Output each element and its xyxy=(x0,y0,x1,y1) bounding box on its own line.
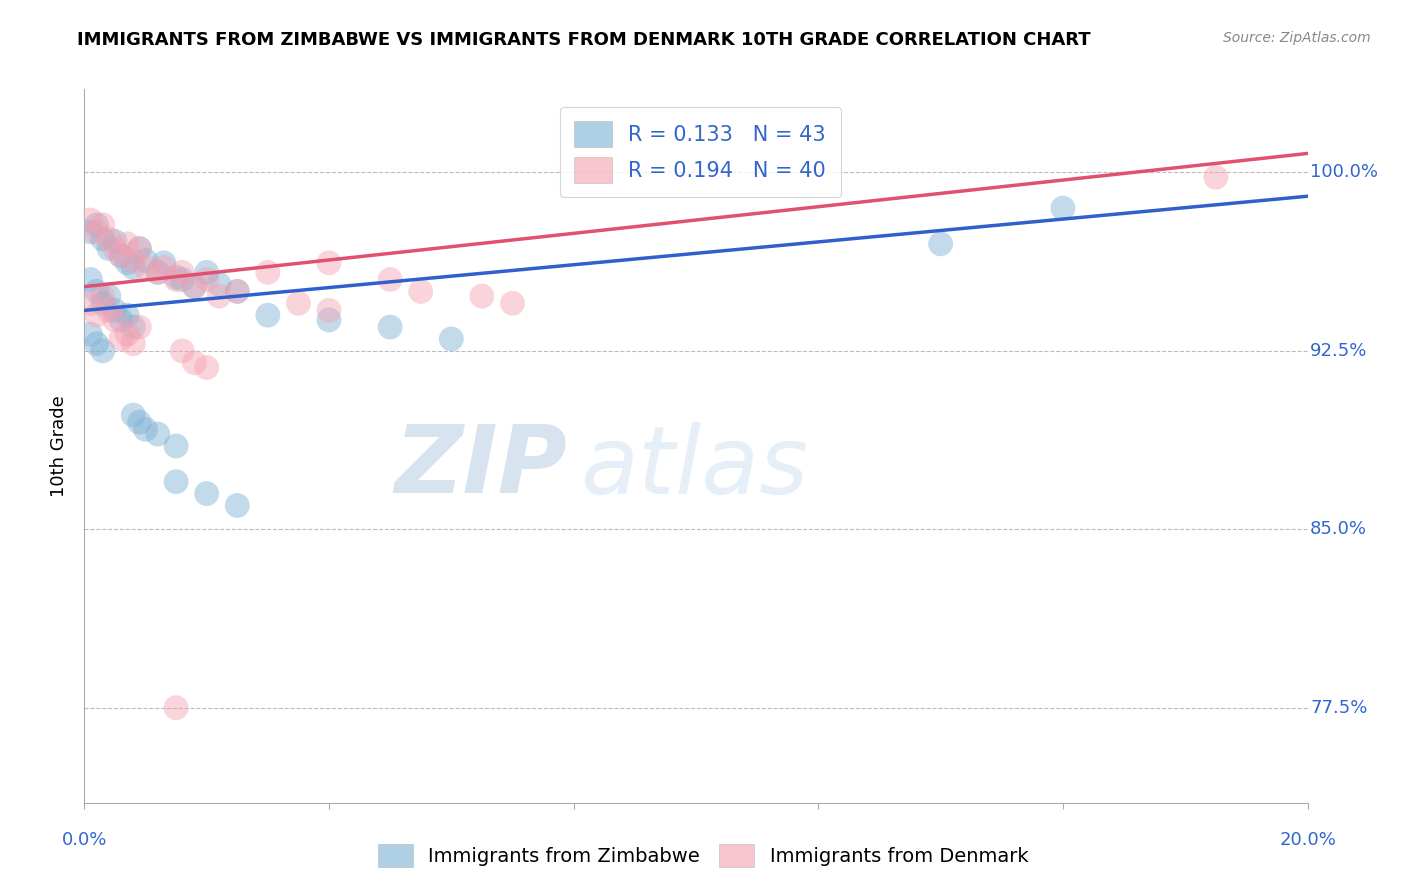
Point xyxy=(165,272,187,286)
Point xyxy=(208,289,231,303)
Point xyxy=(115,256,138,270)
Point xyxy=(135,253,157,268)
Point xyxy=(122,336,145,351)
Point xyxy=(91,232,114,246)
Point xyxy=(257,265,280,279)
Point xyxy=(208,277,231,292)
Point xyxy=(172,265,194,279)
Point xyxy=(318,256,340,270)
Point xyxy=(409,285,432,299)
Point xyxy=(97,303,120,318)
Point xyxy=(79,296,101,310)
Point xyxy=(86,285,108,299)
Point xyxy=(165,270,187,285)
Text: atlas: atlas xyxy=(579,422,808,513)
Point xyxy=(115,236,138,251)
Point xyxy=(104,313,127,327)
Point xyxy=(79,213,101,227)
Point xyxy=(122,320,145,334)
Point xyxy=(440,332,463,346)
Text: 77.5%: 77.5% xyxy=(1310,698,1368,716)
Legend: Immigrants from Zimbabwe, Immigrants from Denmark: Immigrants from Zimbabwe, Immigrants fro… xyxy=(370,836,1036,875)
Y-axis label: 10th Grade: 10th Grade xyxy=(51,395,69,497)
Point xyxy=(195,360,218,375)
Point xyxy=(110,313,132,327)
Point xyxy=(165,700,187,714)
Point xyxy=(153,260,176,275)
Point xyxy=(128,242,150,256)
Point xyxy=(146,265,169,279)
Point xyxy=(471,289,494,303)
Text: 100.0%: 100.0% xyxy=(1310,163,1378,181)
Text: 85.0%: 85.0% xyxy=(1310,520,1367,538)
Point xyxy=(122,408,145,422)
Point xyxy=(110,249,132,263)
Point xyxy=(79,272,101,286)
Point xyxy=(172,343,194,358)
Point xyxy=(79,327,101,342)
Text: 20.0%: 20.0% xyxy=(1279,831,1336,849)
Point xyxy=(502,296,524,310)
Point xyxy=(86,218,108,232)
Point xyxy=(380,272,402,286)
Legend: R = 0.133   N = 43, R = 0.194   N = 40: R = 0.133 N = 43, R = 0.194 N = 40 xyxy=(560,107,841,197)
Point xyxy=(128,415,150,429)
Text: Source: ZipAtlas.com: Source: ZipAtlas.com xyxy=(1223,31,1371,45)
Point xyxy=(172,272,194,286)
Point xyxy=(115,327,138,342)
Point xyxy=(122,260,145,275)
Point xyxy=(91,289,114,303)
Point xyxy=(195,272,218,286)
Point xyxy=(146,427,169,442)
Point xyxy=(287,296,309,310)
Point xyxy=(165,439,187,453)
Point xyxy=(128,320,150,334)
Point xyxy=(110,332,132,346)
Point xyxy=(91,343,114,358)
Text: ZIP: ZIP xyxy=(395,421,568,514)
Point xyxy=(86,225,108,239)
Point xyxy=(91,296,114,310)
Point xyxy=(318,313,340,327)
Point xyxy=(135,260,157,275)
Point xyxy=(97,232,120,246)
Point xyxy=(153,256,176,270)
Point xyxy=(110,249,132,263)
Text: 92.5%: 92.5% xyxy=(1310,342,1368,359)
Point xyxy=(183,356,205,370)
Text: 0.0%: 0.0% xyxy=(62,831,107,849)
Point xyxy=(86,336,108,351)
Point xyxy=(183,279,205,293)
Point xyxy=(104,242,127,256)
Point xyxy=(104,235,127,249)
Point xyxy=(97,289,120,303)
Point xyxy=(104,303,127,318)
Point xyxy=(165,475,187,489)
Point xyxy=(226,285,249,299)
Point xyxy=(318,303,340,318)
Point xyxy=(97,242,120,256)
Point xyxy=(91,218,114,232)
Text: IMMIGRANTS FROM ZIMBABWE VS IMMIGRANTS FROM DENMARK 10TH GRADE CORRELATION CHART: IMMIGRANTS FROM ZIMBABWE VS IMMIGRANTS F… xyxy=(77,31,1091,49)
Point xyxy=(226,499,249,513)
Point xyxy=(1052,201,1074,215)
Point xyxy=(79,225,101,239)
Point xyxy=(128,242,150,256)
Point xyxy=(146,265,169,279)
Point xyxy=(183,279,205,293)
Point xyxy=(1205,170,1227,185)
Point xyxy=(257,308,280,322)
Point xyxy=(226,285,249,299)
Point xyxy=(122,253,145,268)
Point xyxy=(380,320,402,334)
Point xyxy=(929,236,952,251)
Point xyxy=(195,265,218,279)
Point xyxy=(195,486,218,500)
Point xyxy=(135,422,157,436)
Point xyxy=(115,308,138,322)
Point xyxy=(86,308,108,322)
